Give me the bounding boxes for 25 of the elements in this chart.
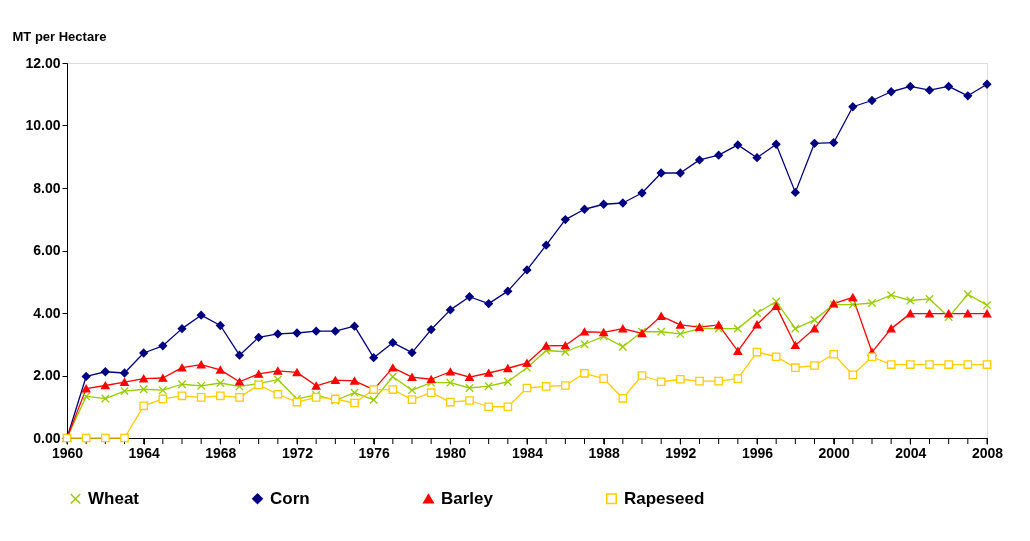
y-tick-label: 6.00 <box>33 242 61 258</box>
x-tick-label: 1964 <box>128 444 160 461</box>
x-tick-label: 1968 <box>205 444 237 461</box>
legend-label: Rapeseed <box>624 488 705 508</box>
legend-label: Wheat <box>88 488 140 508</box>
x-tick-label: 2004 <box>895 444 927 461</box>
x-tick-label: 1976 <box>358 444 390 461</box>
x-tick-label: 1972 <box>281 444 314 461</box>
y-tick-label: 4.00 <box>33 304 61 321</box>
y-tick-label: 8.00 <box>33 179 61 196</box>
legend-label: Barley <box>441 488 494 508</box>
x-tick-label: 1996 <box>741 444 774 461</box>
x-tick-label: 1992 <box>665 444 697 461</box>
y-tick-label: 2.00 <box>33 367 61 383</box>
y-tick-label: 0.00 <box>33 429 61 446</box>
y-tick-label: 10.00 <box>25 117 61 133</box>
x-tick-label: 1984 <box>511 444 544 461</box>
x-tick-label: 1988 <box>588 444 620 461</box>
y-tick-label: 12.00 <box>25 54 61 71</box>
legend-label: Corn <box>270 488 310 508</box>
x-tick-label: 2000 <box>818 444 850 461</box>
x-tick-label: 1960 <box>51 444 84 461</box>
y-axis-title: MT per Hectare <box>12 28 107 44</box>
x-tick-label: 1980 <box>435 444 467 461</box>
x-tick-label: 2008 <box>971 444 1004 461</box>
